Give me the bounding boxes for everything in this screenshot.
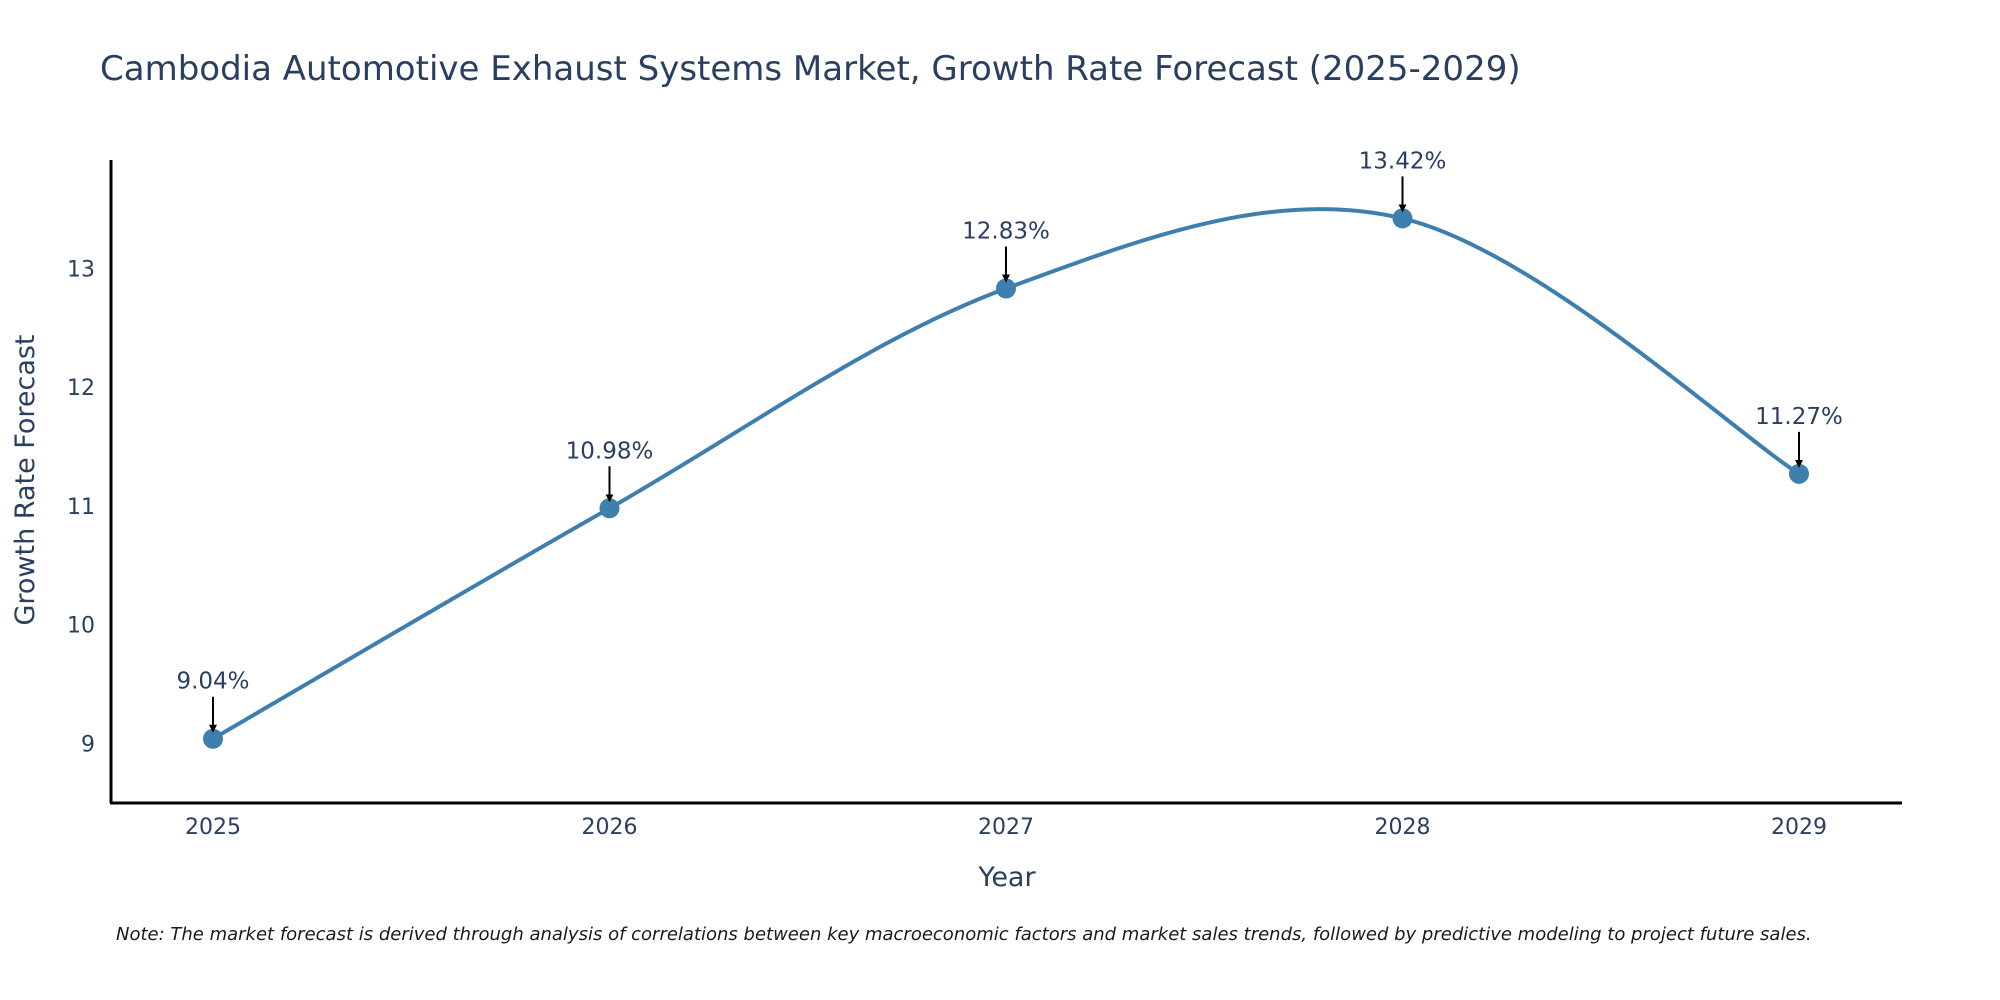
x-tick-label: 2029 (1771, 815, 1827, 840)
data-label: 9.04% (176, 669, 249, 695)
x-axis-ticks: 2025 2026 2027 2028 2029 (185, 815, 1827, 840)
data-label: 13.42% (1359, 148, 1447, 174)
data-point[interactable] (996, 278, 1016, 299)
y-axis-title: Growth Rate Forecast (10, 334, 41, 625)
data-point[interactable] (203, 728, 223, 749)
y-tick-label: 9 (81, 733, 95, 758)
data-point[interactable] (1789, 463, 1809, 484)
y-tick-label: 13 (67, 257, 95, 282)
data-point[interactable] (599, 498, 620, 519)
y-tick-label: 11 (67, 495, 95, 520)
x-tick-label: 2028 (1375, 815, 1431, 840)
y-axis-ticks: 9 10 11 12 13 (67, 257, 95, 757)
data-point[interactable] (1392, 208, 1413, 229)
x-tick-label: 2027 (978, 815, 1034, 840)
y-tick-label: 12 (67, 376, 95, 401)
y-tick-label: 10 (67, 614, 95, 639)
x-tick-label: 2025 (185, 815, 241, 840)
chart-title: Cambodia Automotive Exhaust Systems Mark… (100, 49, 1521, 89)
data-label: 11.27% (1755, 404, 1843, 430)
data-label: 12.83% (962, 218, 1050, 244)
footnote: Note: The market forecast is derived thr… (116, 924, 1812, 945)
x-tick-label: 2026 (582, 815, 638, 840)
x-axis-title: Year (977, 862, 1036, 893)
plot-area: 9.04% 10.98% 12.83% 13.42% 11.27% (176, 148, 1843, 749)
data-label: 10.98% (566, 438, 654, 464)
